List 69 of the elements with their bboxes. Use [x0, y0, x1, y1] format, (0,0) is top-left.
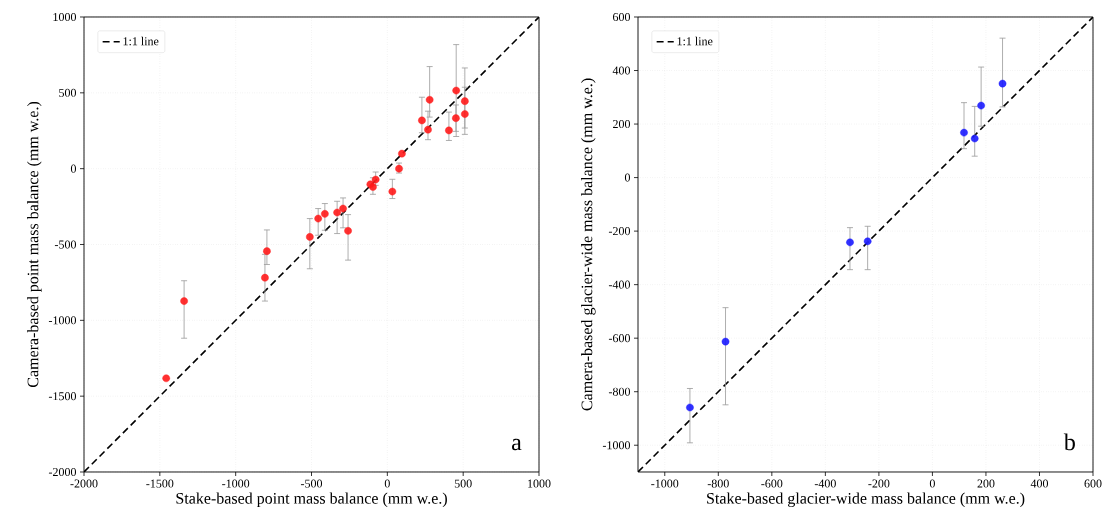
x-tick-label: -1000 — [651, 479, 679, 488]
point — [960, 128, 968, 137]
point — [263, 247, 271, 255]
y-tick-label: 0 — [624, 173, 631, 182]
x-tick-label: 200 — [977, 479, 995, 488]
point — [344, 227, 352, 235]
y-axis-title: Camera-based glacier-wide mass balance (mm w.e.) — [581, 78, 596, 411]
point — [998, 79, 1007, 88]
point — [863, 237, 872, 246]
point — [314, 214, 322, 223]
point — [970, 134, 979, 143]
point — [333, 208, 341, 217]
point — [452, 86, 460, 95]
y-tick-label: 0 — [70, 164, 77, 173]
x-tick-label: -200 — [868, 479, 890, 488]
x-tick-label: 1000 — [528, 479, 551, 488]
point — [418, 116, 426, 125]
point — [445, 126, 453, 135]
y-tick-label: 1000 — [53, 12, 77, 22]
point — [261, 273, 269, 282]
x-tick-label: -1000 — [222, 479, 250, 488]
point — [977, 101, 985, 110]
x-tick-label: 0 — [384, 479, 390, 488]
point — [398, 149, 406, 158]
point — [424, 125, 432, 134]
x-tick-label: -600 — [761, 479, 783, 488]
point — [339, 204, 347, 213]
y-tick-label: -1000 — [602, 441, 631, 450]
y-tick-label: -500 — [54, 240, 77, 249]
point — [321, 210, 329, 218]
annotation: a — [512, 438, 522, 451]
y-tick-label: -400 — [608, 280, 631, 289]
x-tick-label: -2000 — [70, 479, 98, 488]
y-tick-label: -200 — [608, 227, 631, 236]
y-tick-label: -1500 — [48, 392, 77, 401]
point — [306, 233, 314, 241]
y-tick-label: 600 — [612, 12, 631, 22]
y-tick-label: -600 — [608, 334, 631, 343]
y-axis-title: Camera-based point mass balance (mm w.e.) — [27, 101, 42, 388]
y-tick-label: -1000 — [48, 316, 77, 325]
x-tick-label: 0 — [929, 479, 935, 488]
legend-label: 1:1 line — [677, 36, 713, 46]
point — [180, 297, 188, 305]
y-tick-label: -2000 — [48, 467, 77, 477]
point — [388, 187, 397, 196]
x-tick-label: -400 — [814, 479, 836, 488]
y-tick-label: -800 — [608, 387, 631, 396]
x-tick-label: -800 — [707, 479, 729, 488]
legend-label: 1:1 line — [123, 36, 159, 46]
y-tick-label: 500 — [59, 88, 77, 97]
x-tick-label: 400 — [1030, 479, 1049, 488]
x-axis-title: Stake-based glacier-wide mass balance (mm w.e.) — [707, 492, 1025, 508]
point — [721, 337, 730, 346]
y-tick-label: 400 — [612, 66, 631, 75]
point — [425, 96, 434, 104]
x-axis-title: Stake-based point mass balance (mm w.e.) — [176, 492, 447, 507]
point — [461, 97, 469, 105]
x-tick-label: -1500 — [146, 479, 174, 488]
x-tick-label: 500 — [454, 479, 472, 488]
y-tick-label: 200 — [613, 120, 631, 129]
point — [846, 238, 854, 247]
point — [461, 110, 469, 118]
point — [371, 175, 380, 184]
point — [452, 114, 460, 122]
annotation: b — [1063, 433, 1075, 451]
point — [162, 374, 171, 383]
point — [686, 403, 694, 412]
x-tick-label: -500 — [300, 479, 323, 488]
x-tick-label: 600 — [1084, 479, 1102, 488]
